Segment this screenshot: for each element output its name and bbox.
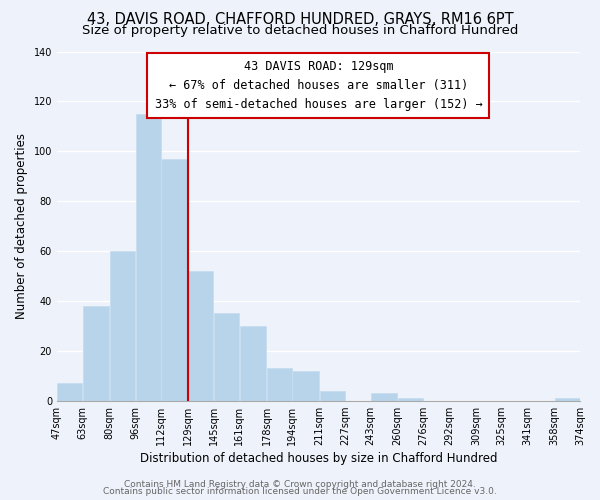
Bar — [214, 314, 239, 400]
Bar — [136, 114, 161, 401]
Bar — [239, 326, 266, 400]
Bar — [57, 383, 82, 400]
Bar — [267, 368, 292, 400]
Bar — [110, 251, 135, 400]
Bar — [371, 393, 397, 400]
Text: 43 DAVIS ROAD: 129sqm
← 67% of detached houses are smaller (311)
33% of semi-det: 43 DAVIS ROAD: 129sqm ← 67% of detached … — [155, 60, 482, 111]
Bar — [188, 271, 214, 400]
Text: Contains HM Land Registry data © Crown copyright and database right 2024.: Contains HM Land Registry data © Crown c… — [124, 480, 476, 489]
Bar — [398, 398, 423, 400]
Text: Contains public sector information licensed under the Open Government Licence v3: Contains public sector information licen… — [103, 487, 497, 496]
Text: 43, DAVIS ROAD, CHAFFORD HUNDRED, GRAYS, RM16 6PT: 43, DAVIS ROAD, CHAFFORD HUNDRED, GRAYS,… — [86, 12, 514, 28]
Bar — [554, 398, 580, 400]
Bar — [292, 371, 319, 400]
Bar — [320, 390, 344, 400]
Y-axis label: Number of detached properties: Number of detached properties — [15, 133, 28, 319]
X-axis label: Distribution of detached houses by size in Chafford Hundred: Distribution of detached houses by size … — [140, 452, 497, 465]
Bar — [161, 159, 188, 400]
Text: Size of property relative to detached houses in Chafford Hundred: Size of property relative to detached ho… — [82, 24, 518, 37]
Bar — [83, 306, 109, 400]
